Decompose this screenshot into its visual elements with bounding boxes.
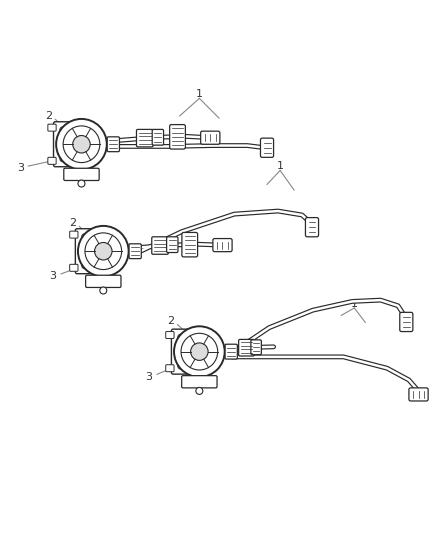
FancyBboxPatch shape bbox=[107, 137, 120, 152]
Circle shape bbox=[63, 126, 100, 163]
FancyBboxPatch shape bbox=[166, 365, 174, 372]
FancyBboxPatch shape bbox=[225, 344, 237, 359]
Circle shape bbox=[78, 226, 129, 277]
FancyBboxPatch shape bbox=[129, 244, 141, 259]
Circle shape bbox=[100, 287, 107, 294]
FancyBboxPatch shape bbox=[70, 231, 78, 238]
FancyBboxPatch shape bbox=[239, 340, 254, 356]
Text: 3: 3 bbox=[17, 163, 24, 173]
Text: 3: 3 bbox=[146, 372, 152, 382]
Circle shape bbox=[178, 363, 184, 369]
FancyBboxPatch shape bbox=[152, 130, 163, 145]
Text: 2: 2 bbox=[167, 316, 174, 326]
FancyBboxPatch shape bbox=[170, 125, 185, 149]
FancyBboxPatch shape bbox=[201, 131, 220, 144]
FancyBboxPatch shape bbox=[251, 340, 261, 354]
Text: 2: 2 bbox=[69, 218, 76, 228]
FancyBboxPatch shape bbox=[64, 168, 99, 181]
FancyBboxPatch shape bbox=[261, 138, 274, 157]
Circle shape bbox=[81, 263, 88, 269]
FancyBboxPatch shape bbox=[166, 237, 178, 253]
Circle shape bbox=[181, 333, 218, 370]
Text: 3: 3 bbox=[49, 271, 57, 281]
Circle shape bbox=[95, 243, 112, 260]
FancyBboxPatch shape bbox=[137, 130, 153, 147]
Circle shape bbox=[178, 334, 184, 340]
FancyBboxPatch shape bbox=[85, 275, 121, 287]
FancyBboxPatch shape bbox=[70, 264, 78, 271]
FancyBboxPatch shape bbox=[409, 388, 428, 401]
Circle shape bbox=[191, 343, 208, 360]
Circle shape bbox=[73, 135, 90, 153]
Text: 2: 2 bbox=[45, 111, 52, 121]
Text: 1: 1 bbox=[351, 298, 358, 309]
FancyBboxPatch shape bbox=[182, 376, 217, 388]
FancyBboxPatch shape bbox=[48, 124, 56, 131]
FancyBboxPatch shape bbox=[166, 332, 174, 338]
Circle shape bbox=[60, 127, 66, 133]
FancyBboxPatch shape bbox=[171, 329, 190, 374]
Circle shape bbox=[85, 233, 122, 270]
Circle shape bbox=[56, 119, 107, 169]
Circle shape bbox=[196, 387, 203, 394]
Text: 1: 1 bbox=[277, 161, 284, 171]
FancyBboxPatch shape bbox=[182, 232, 198, 257]
FancyBboxPatch shape bbox=[213, 239, 232, 252]
FancyBboxPatch shape bbox=[53, 122, 72, 167]
Text: 1: 1 bbox=[196, 89, 203, 99]
Circle shape bbox=[81, 234, 88, 240]
Circle shape bbox=[78, 180, 85, 187]
FancyBboxPatch shape bbox=[48, 157, 56, 164]
Circle shape bbox=[174, 326, 225, 377]
FancyBboxPatch shape bbox=[400, 312, 413, 332]
FancyBboxPatch shape bbox=[75, 229, 94, 274]
FancyBboxPatch shape bbox=[305, 217, 318, 237]
Circle shape bbox=[60, 156, 66, 161]
FancyBboxPatch shape bbox=[152, 237, 168, 254]
